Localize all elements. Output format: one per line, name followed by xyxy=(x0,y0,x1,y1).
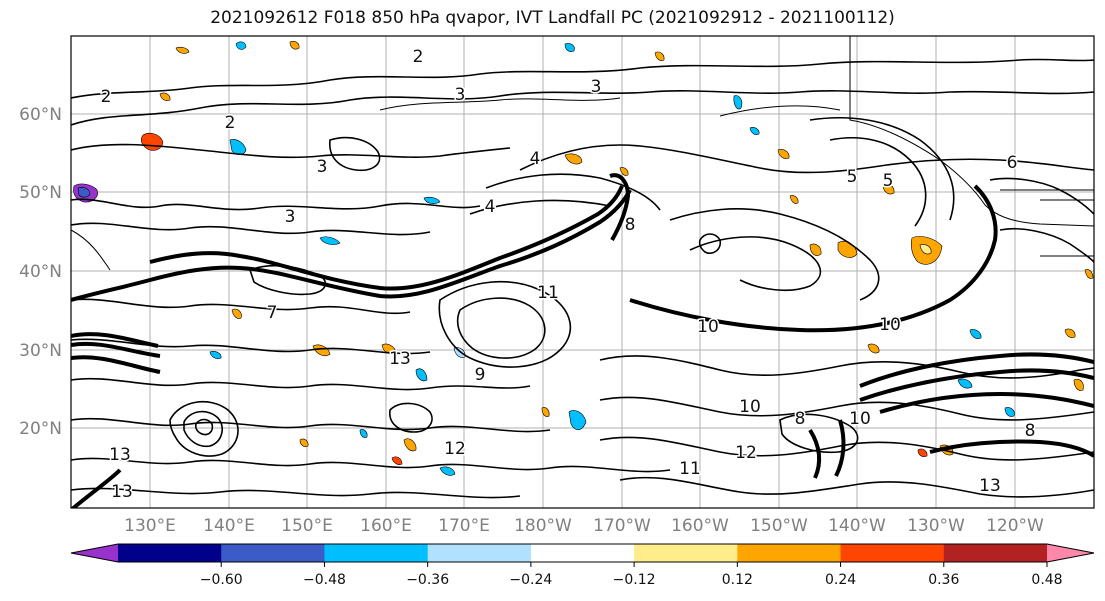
contour-label: 10 xyxy=(879,315,901,335)
contour-label: 9 xyxy=(475,365,486,385)
ivt-thick-contours xyxy=(71,173,1094,508)
contour-label: 13 xyxy=(111,482,133,502)
lat-label-60n: 60°N xyxy=(19,105,62,125)
colorbar-tick-label: 0.24 xyxy=(825,572,856,588)
contour-label: 11 xyxy=(679,459,701,479)
colorbar-cell xyxy=(840,544,945,562)
colorbar-ticks: −0.60 −0.48 −0.36 −0.24 −0.12 0.12 0.24 0.36 0.4… xyxy=(200,562,1063,588)
lat-label-50n: 50°N xyxy=(19,183,62,203)
colorbar-cell xyxy=(118,544,222,562)
colorbar-tick-label: −0.48 xyxy=(303,572,346,588)
contour-label: 13 xyxy=(979,476,1001,496)
contour-labels: 2 2 3 3 2 3 4 4 5 5 6 3 7 8 13 10 10 10 8 13 13 12 12 11 13 8 9 10 1… xyxy=(99,46,1037,504)
colorbar-tick-label: 0.36 xyxy=(928,572,959,588)
contour-label: 2 xyxy=(413,47,424,67)
contour-label: 5 xyxy=(883,171,894,191)
lon-label-170w: 170°W xyxy=(593,516,651,536)
lon-label-160e: 160°E xyxy=(360,516,412,536)
contour-label: 12 xyxy=(444,439,466,459)
contour-label: 3 xyxy=(317,157,328,177)
map-border xyxy=(70,35,1095,509)
lon-label-160w: 160°W xyxy=(671,516,729,536)
lon-label-140w: 140°W xyxy=(828,516,886,536)
contour-label: 7 xyxy=(267,303,278,323)
map-panel xyxy=(71,36,1094,508)
colorbar-cell xyxy=(324,544,429,562)
contour-label: 6 xyxy=(1007,153,1018,173)
qvapor-fill-patches xyxy=(73,41,1094,476)
colorbar-tick-label: 0.48 xyxy=(1031,572,1062,588)
colorbar-cell xyxy=(943,544,1048,562)
colorbar-extend-low xyxy=(71,544,118,562)
contour-label: 3 xyxy=(455,85,466,105)
contour-label: 8 xyxy=(625,215,636,235)
contour-label: 4 xyxy=(530,149,541,169)
lat-label-30n: 30°N xyxy=(19,341,62,361)
thin-contour-lines xyxy=(71,58,1094,499)
contour-label: 13 xyxy=(389,349,411,369)
contour-label: 10 xyxy=(849,409,871,429)
lon-label-130e: 130°E xyxy=(124,516,176,536)
colorbar-extend-high xyxy=(1047,544,1094,562)
contour-label: 11 xyxy=(537,283,559,303)
contour-label: 13 xyxy=(109,445,131,465)
lon-label-180w: 180°W xyxy=(514,516,572,536)
colorbar-cell xyxy=(634,544,738,562)
lon-label-120w: 120°W xyxy=(986,516,1044,536)
contour-label: 8 xyxy=(795,409,806,429)
colorbar: −0.60 −0.48 −0.36 −0.24 −0.12 0.12 0.24 0.36 0.4… xyxy=(70,543,1095,588)
contour-label: 8 xyxy=(1025,421,1036,441)
contour-label: 10 xyxy=(697,317,719,337)
coastlines xyxy=(71,36,1094,276)
longitude-labels: 130°E 140°E 150°E 160°E 170°E 180°W 170°… xyxy=(124,516,1044,536)
colorbar-tick-label: −0.36 xyxy=(406,572,449,588)
contour-label: 3 xyxy=(591,77,602,97)
colorbar-tick-label: −0.12 xyxy=(613,572,656,588)
lon-label-150w: 150°W xyxy=(750,516,808,536)
contour-label: 4 xyxy=(485,197,496,217)
colorbar-cell xyxy=(427,544,532,562)
colorbar-cell xyxy=(737,544,842,562)
colorbar-outline xyxy=(70,543,1095,563)
colorbar-tick-label: −0.24 xyxy=(509,572,552,588)
colorbar-cells xyxy=(70,543,1095,563)
contour-label: 2 xyxy=(101,87,112,107)
lon-label-140e: 140°E xyxy=(203,516,255,536)
colorbar-cell xyxy=(530,544,635,562)
contour-label: 12 xyxy=(735,443,757,463)
lat-label-20n: 20°N xyxy=(19,419,62,439)
latitude-labels: 60°N 50°N 40°N 30°N 20°N xyxy=(19,105,62,439)
contour-label: 10 xyxy=(739,397,761,417)
lon-label-170e: 170°E xyxy=(438,516,490,536)
contour-label: 2 xyxy=(225,113,236,133)
colorbar-tick-label: −0.60 xyxy=(200,572,243,588)
map-title: 2021092612 F018 850 hPa qvapor, IVT Land… xyxy=(210,8,895,28)
contour-label: 3 xyxy=(285,207,296,227)
lat-label-40n: 40°N xyxy=(19,262,62,282)
contour-label: 5 xyxy=(847,167,858,187)
colorbar-cell xyxy=(221,544,325,562)
lon-label-150e: 150°E xyxy=(281,516,333,536)
lon-label-130w: 130°W xyxy=(907,516,965,536)
colorbar-tick-label: 0.12 xyxy=(722,572,753,588)
